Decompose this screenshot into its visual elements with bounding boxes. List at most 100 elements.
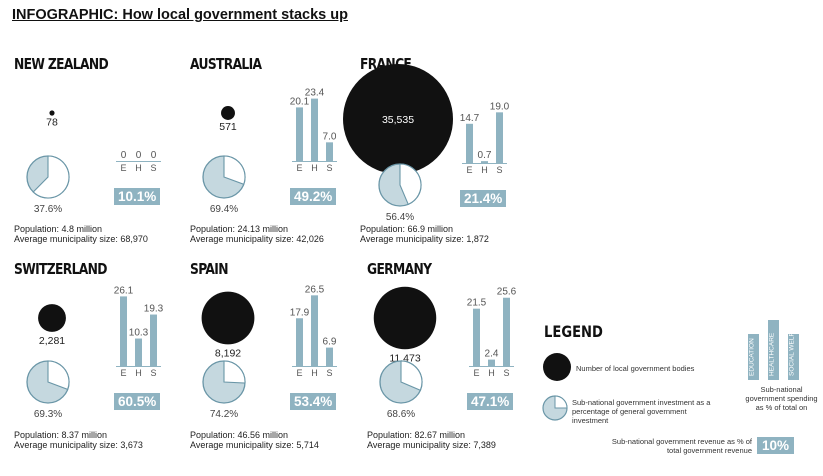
investment-pie: 68.6% [379, 360, 423, 420]
bodies-count: 2,281 [39, 335, 65, 347]
revenue-box: 47.1% [467, 393, 514, 410]
avg-municipality-text: Average municipality size: 5,714 [190, 440, 319, 450]
bar-h [488, 359, 495, 366]
bar-category-label: H [488, 368, 495, 378]
panel-spain: SPAIN 8,192 74.2% 17.9 E 26.5 H 6.9 S 53.4% Popula… [190, 260, 360, 450]
bodies-circle [373, 286, 437, 350]
legend-revenue-box: 10% [757, 437, 795, 454]
avg-municipality-text: Average municipality size: 42,026 [190, 234, 324, 244]
pie-slice-rest [399, 163, 422, 206]
bar-value-label: 19.0 [490, 101, 510, 112]
investment-pie: 69.4% [202, 155, 246, 215]
legend-bar-social-welfare [788, 334, 799, 380]
bar-category-label: S [503, 368, 509, 378]
bar-value-label: 17.9 [290, 307, 310, 318]
bar-s [496, 112, 503, 163]
country-name: SPAIN [190, 260, 229, 278]
population-text: Population: 4.8 million [14, 224, 103, 234]
country-name: NEW ZEALAND [14, 55, 109, 73]
bodies-count: 8,192 [215, 347, 241, 359]
bar-category-label: H [481, 165, 488, 175]
pie-label: 74.2% [210, 409, 238, 420]
bar-h [481, 161, 488, 163]
pie-slice-rest [223, 155, 246, 185]
bodies-circle [38, 304, 66, 332]
avg-municipality-text: Average municipality size: 7,389 [367, 440, 496, 450]
bar-category-label: E [296, 163, 302, 173]
legend-revenue-text: Sub-national government revenue as % of … [611, 437, 752, 455]
bar-s [503, 297, 510, 366]
bar-s [150, 314, 157, 366]
investment-pie: 74.2% [202, 360, 246, 420]
population-text: Population: 82.67 million [367, 430, 466, 440]
population-text: Population: 46.56 million [190, 430, 289, 440]
panel-australia: AUSTRALIA 571 69.4% 20.1 E 23.4 H 7.0 S 49.2% Popu… [190, 55, 360, 245]
population-text: Population: 8.37 million [14, 430, 108, 440]
panel-germany: GERMANY 11,473 68.6% 21.5 E 2.4 H 25.6 S 47.1% Pop… [367, 260, 537, 450]
pie-label: 68.6% [387, 409, 415, 420]
population-text: Population: 24.13 million [190, 224, 289, 234]
bar-value-label: 0 [136, 150, 142, 161]
bar-h [311, 295, 318, 366]
country-name: GERMANY [367, 260, 432, 278]
pie-slice-rest [400, 360, 423, 391]
bar-value-label: 26.1 [114, 285, 134, 296]
bodies-circle [221, 106, 235, 120]
bar-category-label: S [496, 165, 502, 175]
bar-e [473, 308, 480, 366]
legend-bar-icons: EDUCATION HEALTHCARE SOCIAL WELFARE [748, 319, 799, 380]
investment-pie: 56.4% [378, 163, 422, 223]
avg-municipality-text: Average municipality size: 68,970 [14, 234, 148, 244]
revenue-box: 21.4% [460, 190, 507, 207]
bar-category-label: E [120, 163, 126, 173]
bar-value-label: 0.7 [478, 150, 492, 161]
spending-bars: 26.1 E 10.3 H 19.3 S [114, 285, 164, 378]
bar-e [466, 123, 473, 163]
spending-bars: 20.1 E 23.4 H 7.0 S [290, 88, 337, 173]
bar-e [296, 107, 303, 161]
pie-slice-rest [47, 360, 70, 391]
avg-municipality-text: Average municipality size: 1,872 [360, 234, 489, 244]
bar-value-label: 0 [151, 150, 157, 161]
bar-category-label: H [311, 163, 318, 173]
spending-bars: 21.5 E 2.4 H 25.6 S [467, 287, 517, 378]
bar-e [120, 296, 127, 366]
legend-bodies-icon [543, 353, 571, 381]
bar-value-label: 14.7 [460, 113, 480, 124]
bar-category-label: E [466, 165, 472, 175]
revenue-box: 49.2% [290, 188, 337, 205]
bar-category-label: S [150, 368, 156, 378]
revenue-box: 60.5% [114, 393, 161, 410]
bodies-count: 571 [219, 121, 237, 133]
page-title: INFOGRAPHIC: How local government stacks… [12, 7, 348, 23]
bodies-circle-svg: 35,535 [343, 64, 453, 174]
investment-pie: 37.6% [26, 155, 70, 215]
bar-h [135, 338, 142, 366]
country-name: SWITZERLAND [14, 260, 107, 278]
bar-category-label: S [326, 368, 332, 378]
bar-s [326, 347, 333, 366]
legend-bar-label-education: EDUCATION [749, 338, 756, 376]
bar-value-label: 23.4 [305, 88, 325, 99]
pie-label: 69.4% [210, 204, 238, 215]
bar-value-label: 20.1 [290, 96, 310, 107]
country-name: AUSTRALIA [190, 55, 262, 73]
legend-pie-icon [542, 395, 568, 421]
panel-new-zealand: NEW ZEALAND 78 37.6% 0 E 0 H 0 S 10.1% Population:… [14, 55, 184, 245]
legend-bar-healthcare [768, 320, 779, 380]
investment-pie: 69.3% [26, 360, 70, 420]
bar-e [296, 318, 303, 366]
bar-value-label: 26.5 [305, 284, 325, 295]
bodies-circle-svg: 8,192 [201, 291, 255, 359]
legend-bar-text: Sub-national government spending as % of… [745, 385, 818, 412]
bodies-count: 78 [46, 117, 58, 129]
bar-category-label: S [150, 163, 156, 173]
bodies-circle-svg: 78 [46, 110, 58, 129]
revenue-box: 10.1% [114, 188, 161, 205]
pie-label: 56.4% [386, 212, 414, 223]
bar-category-label: S [326, 163, 332, 173]
bodies-circle-svg: 571 [219, 106, 237, 133]
legend-bar-label-social-welfare: SOCIAL WELFARE [789, 319, 796, 376]
bar-category-label: E [296, 368, 302, 378]
